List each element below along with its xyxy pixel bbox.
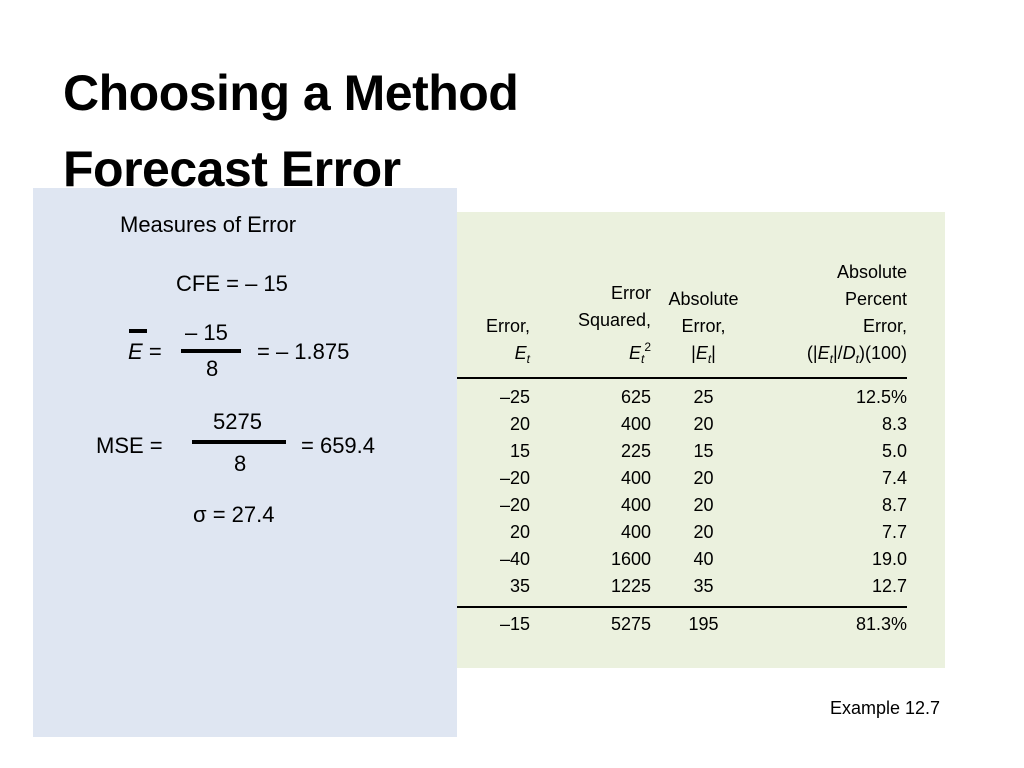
totals-row: –15 5275 195 81.3%	[452, 606, 907, 638]
e-bar-fraction-line	[181, 349, 241, 353]
table-row: 20 400 20 7.7	[452, 519, 907, 546]
e-bar-numerator: – 15	[185, 320, 228, 345]
cell-error: 20	[509, 522, 530, 542]
table-row: 15 225 15 5.0	[452, 438, 907, 465]
cell-error: –25	[499, 387, 530, 407]
sigma-value: = 27.4	[212, 502, 275, 527]
error-table-panel: Error, Et Error Squared, Et2 Absolute Er…	[452, 212, 945, 668]
e-bar-symbol: E	[128, 339, 143, 364]
header-error-squared: Error Squared, Et2	[530, 259, 651, 379]
cell-error: –40	[499, 549, 530, 569]
mse-label: MSE =	[96, 433, 163, 458]
measures-of-error-panel: Measures of Error CFE = – 15 E = – 15 8 …	[33, 188, 457, 737]
cell-error-squared: 225	[620, 441, 651, 461]
mse-denominator: 8	[234, 451, 247, 476]
e-bar-result: = – 1.875	[257, 339, 350, 364]
cell-absolute-error: 20	[693, 522, 714, 542]
cell-absolute-error: 15	[693, 441, 714, 461]
cell-percent-error: 7.7	[881, 522, 907, 542]
cell-error-squared: 400	[620, 495, 651, 515]
sigma-symbol: σ	[193, 502, 207, 527]
table-row: –20 400 20 7.4	[452, 465, 907, 492]
header-absolute-percent-error: Absolute Percent Error, (|Et|/Dt)(100)	[756, 259, 907, 379]
total-error: –15	[452, 606, 530, 638]
table-header-row: Error, Et Error Squared, Et2 Absolute Er…	[452, 259, 907, 379]
cell-absolute-error: 25	[693, 387, 714, 407]
cell-error-squared: 625	[620, 387, 651, 407]
cell-error: 15	[509, 441, 530, 461]
cell-absolute-error: 20	[693, 468, 714, 488]
cell-percent-error: 8.7	[881, 495, 907, 515]
measures-heading: Measures of Error	[120, 212, 297, 237]
cell-error: 20	[509, 414, 530, 434]
header-absolute-error: Absolute Error, |Et|	[651, 259, 756, 379]
cell-error: –20	[499, 495, 530, 515]
cell-error-squared: 400	[620, 414, 651, 434]
cell-percent-error: 8.3	[881, 414, 907, 434]
table-row: –25 625 25 12.5%	[452, 378, 907, 411]
slide-title: Choosing a Method Forecast Error	[63, 55, 519, 207]
error-table: Error, Et Error Squared, Et2 Absolute Er…	[452, 259, 907, 638]
cell-percent-error: 12.5%	[855, 387, 907, 407]
cell-percent-error: 12.7	[871, 576, 907, 596]
mse-numerator: 5275	[213, 409, 262, 434]
table-row: 35 1225 35 12.7	[452, 573, 907, 607]
cell-error-squared: 1225	[610, 576, 651, 596]
sigma-formula: σ = 27.4	[193, 502, 274, 528]
cell-percent-error: 5.0	[881, 441, 907, 461]
cfe-formula: CFE = – 15	[176, 271, 288, 296]
mean-error-label: E =	[128, 339, 162, 365]
table-row: 20 400 20 8.3	[452, 411, 907, 438]
table-row: –40 1600 40 19.0	[452, 546, 907, 573]
cell-absolute-error: 20	[693, 414, 714, 434]
cell-absolute-error: 40	[693, 549, 714, 569]
table-row: –20 400 20 8.7	[452, 492, 907, 519]
total-absolute-error: 195	[651, 606, 756, 638]
title-line-1: Choosing a Method	[63, 65, 519, 121]
cell-error-squared: 400	[620, 522, 651, 542]
e-bar-overline	[129, 329, 147, 333]
cell-error-squared: 1600	[610, 549, 651, 569]
header-error: Error, Et	[452, 259, 530, 379]
cell-error: 35	[509, 576, 530, 596]
cell-error: –20	[499, 468, 530, 488]
total-percent-error: 81.3%	[756, 606, 907, 638]
cell-percent-error: 7.4	[881, 468, 907, 488]
cell-absolute-error: 20	[693, 495, 714, 515]
mse-result: = 659.4	[301, 433, 376, 458]
total-error-squared: 5275	[530, 606, 651, 638]
e-bar-denominator: 8	[206, 356, 219, 381]
cell-percent-error: 19.0	[871, 549, 907, 569]
mse-fraction-line	[192, 440, 286, 444]
e-bar-equals: =	[148, 339, 162, 364]
title-line-2: Forecast Error	[63, 141, 401, 197]
cell-absolute-error: 35	[693, 576, 714, 596]
cell-error-squared: 400	[620, 468, 651, 488]
example-label: Example 12.7	[830, 698, 941, 718]
